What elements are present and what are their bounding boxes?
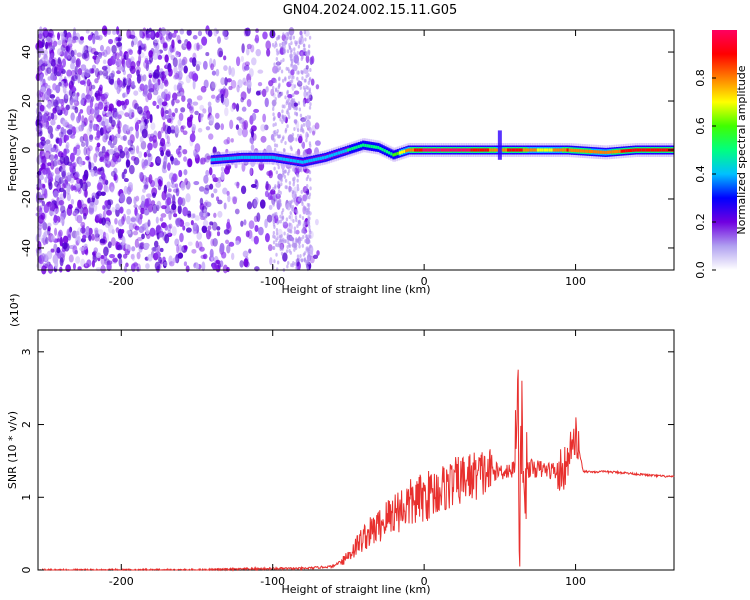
spectrogram-y-label: Frequency (Hz) <box>6 109 19 192</box>
spectrogram-x-label: Height of straight line (km) <box>281 283 430 296</box>
y-tick-label: 40 <box>20 45 33 59</box>
snr-y-label: SNR (10 * v/v) <box>6 411 19 489</box>
y-tick-label: 2 <box>20 421 33 428</box>
colorbar-tick-label: 0.2 <box>694 213 707 231</box>
snr-scale-note: (x10⁴) <box>8 294 21 328</box>
snr-y-ticks: 0 1 2 3 <box>20 348 674 574</box>
chart-title: GN04.2024.002.15.11.G05 <box>283 3 458 18</box>
colorbar-label: Normalized spectral amplitude <box>735 65 748 234</box>
x-tick-label: -100 <box>260 275 285 288</box>
snr-x-label: Height of straight line (km) <box>281 583 430 596</box>
x-tick-label: 100 <box>565 575 586 588</box>
snr-panel: -200 -100 0 100 0 1 2 3 Height of straight lin… <box>6 294 675 596</box>
spectrogram-ridge <box>210 130 674 170</box>
y-tick-label: 0 <box>20 147 33 154</box>
spectrogram-noise <box>35 25 321 275</box>
colorbar-tick-label: 0.6 <box>694 117 707 135</box>
colorbar-tick-label: 0.4 <box>694 165 707 183</box>
snr-x-ticks: -200 -100 0 100 <box>109 330 586 588</box>
x-tick-label: -100 <box>260 575 285 588</box>
colorbar-tick-label: 0.0 <box>694 261 707 279</box>
y-tick-label: 0 <box>20 567 33 574</box>
y-tick-label: 20 <box>20 94 33 108</box>
x-tick-label: 0 <box>421 275 428 288</box>
y-tick-label: -20 <box>20 190 33 208</box>
colorbar-ticks: 0.0 0.2 0.4 0.6 0.8 <box>694 69 716 279</box>
y-tick-label: 1 <box>20 494 33 501</box>
colorbar-gradient <box>712 30 737 270</box>
snr-series-line <box>38 369 675 572</box>
x-tick-label: -200 <box>109 575 134 588</box>
y-tick-label: -40 <box>20 239 33 257</box>
colorbar-tick-label: 0.8 <box>694 69 707 87</box>
spectrogram-x-ticks: -200 -100 0 100 <box>109 30 586 288</box>
x-tick-label: 100 <box>565 275 586 288</box>
x-tick-label: -200 <box>109 275 134 288</box>
y-tick-label: 3 <box>20 348 33 355</box>
spectrogram-y-ticks: -40 -20 0 20 40 <box>20 45 674 257</box>
x-tick-label: 0 <box>421 575 428 588</box>
colorbar: 0.0 0.2 0.4 0.6 0.8 Normalized spectral ampl… <box>694 30 748 279</box>
